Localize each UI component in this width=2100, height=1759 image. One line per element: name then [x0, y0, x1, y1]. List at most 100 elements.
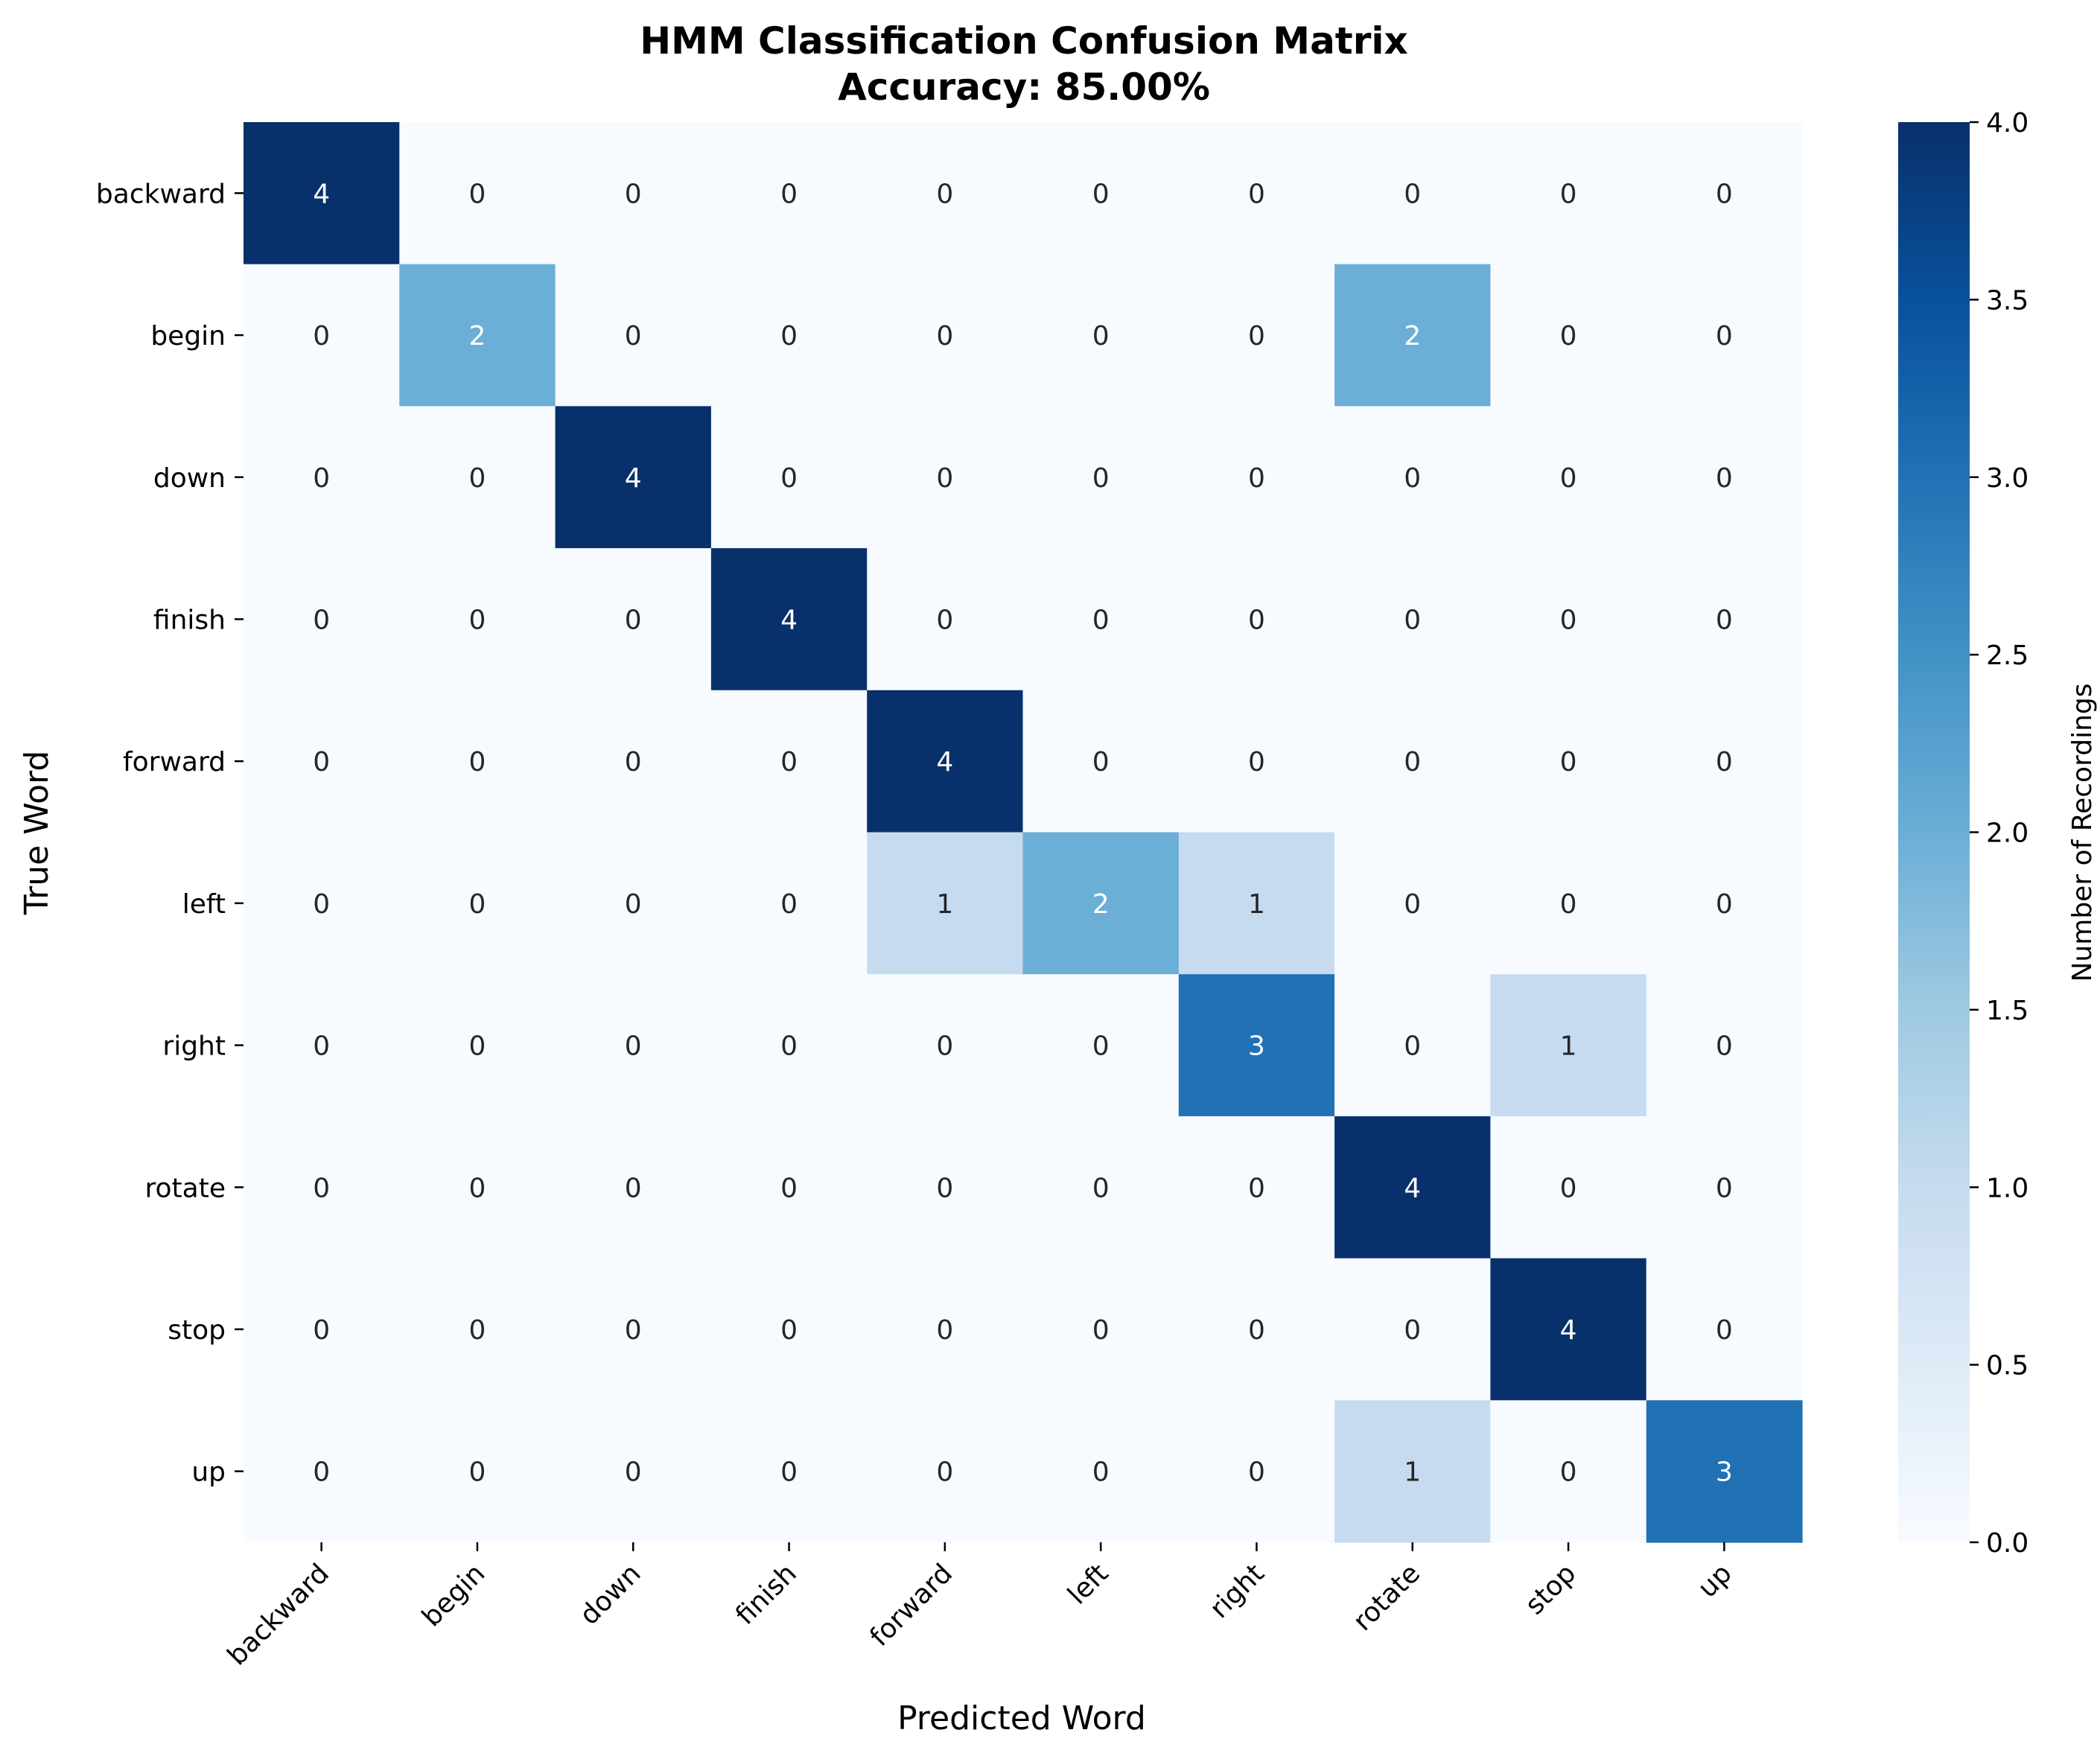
cell-value-label: 0	[1716, 321, 1733, 352]
cell-value-label: 0	[1560, 747, 1577, 777]
heatmap-cell	[1022, 832, 1180, 975]
cell-value-label: 0	[468, 1457, 486, 1488]
cell-value-label: 0	[468, 889, 486, 920]
heatmap-cell	[244, 974, 400, 1117]
heatmap-cell-labels: 4 0 0 0 0 0 0 0 0 0 0 2 0 0 0 0 0 2 0 0 0 0 4 0 0 0 0 0 0 0 0 0 0 4 0 0 0 0 0 0…	[313, 179, 1733, 1487]
chart-title: HMM Classification Confusion Matrix	[640, 19, 1408, 63]
heatmap-cell	[1022, 690, 1180, 833]
heatmap-cell	[1334, 832, 1491, 975]
heatmap-cell	[555, 406, 712, 549]
colorbar-tick-label: 3.0	[1986, 463, 2029, 494]
cell-value-label: 0	[1560, 179, 1577, 209]
colorbar-tick-label: 2.5	[1986, 640, 2029, 671]
heatmap-cell	[867, 1116, 1024, 1259]
heatmap-cell	[1490, 406, 1647, 549]
heatmap-cell	[867, 1400, 1024, 1543]
heatmap-cell	[867, 548, 1024, 691]
cell-value-label: 3	[1716, 1457, 1733, 1488]
heatmap-cell	[244, 122, 400, 265]
y-axis-label: True Word	[18, 751, 56, 916]
colorbar-ticks: 0.0 0.5 1.0 1.5 2.0 2.5 3.0 3.5 4.0	[1970, 108, 2029, 1559]
cell-value-label: 0	[936, 1031, 953, 1062]
heatmap-cell	[1490, 974, 1647, 1117]
heatmap-cell	[710, 264, 868, 407]
heatmap-cell	[1022, 1116, 1180, 1259]
colorbar-tick-label: 1.0	[1986, 1173, 2029, 1203]
heatmap-cell	[1646, 832, 1803, 975]
cell-value-label: 0	[780, 1457, 798, 1488]
heatmap-cell	[555, 548, 712, 691]
cell-value-label: 0	[1404, 179, 1421, 209]
cell-value-label: 0	[625, 321, 642, 352]
heatmap-cell	[1490, 548, 1647, 691]
heatmap-cell	[1022, 122, 1180, 265]
heatmap-cell	[555, 832, 712, 975]
cell-value-label: 4	[936, 747, 953, 777]
heatmap-cell	[1646, 548, 1803, 691]
heatmap-cell	[710, 1400, 868, 1543]
heatmap-cell	[710, 406, 868, 549]
heatmap-cell	[399, 974, 556, 1117]
heatmap-cell	[1334, 1400, 1491, 1543]
heatmap-cell	[244, 1400, 400, 1543]
chart-subtitle: Accuracy: 85.00%	[838, 66, 1210, 109]
heatmap-cell	[1646, 1400, 1803, 1543]
cell-value-label: 0	[780, 1315, 798, 1346]
heatmap-cell	[1490, 1258, 1647, 1401]
cell-value-label: 0	[468, 605, 486, 635]
cell-value-label: 0	[1560, 1173, 1577, 1203]
y-tick-label: down	[153, 463, 226, 494]
heatmap-cell	[555, 690, 712, 833]
y-tick-label: up	[191, 1457, 226, 1488]
heatmap-cell	[399, 690, 556, 833]
cell-value-label: 0	[780, 889, 798, 920]
heatmap-cell	[1334, 406, 1491, 549]
heatmap-cell	[244, 1258, 400, 1401]
cell-value-label: 0	[468, 463, 486, 494]
cell-value-label: 0	[468, 747, 486, 777]
cell-value-label: 0	[1404, 463, 1421, 494]
cell-value-label: 0	[1092, 1173, 1110, 1203]
colorbar-tick-label: 3.5	[1986, 285, 2029, 316]
cell-value-label: 0	[936, 321, 953, 352]
heatmap-cell	[399, 122, 556, 265]
cell-value-label: 0	[313, 463, 330, 494]
heatmap-cell	[555, 1400, 712, 1543]
heatmap-cell	[710, 548, 868, 691]
heatmap-cell	[1646, 1258, 1803, 1401]
cell-value-label: 0	[780, 747, 798, 777]
heatmap-cell	[1490, 832, 1647, 975]
cell-value-label: 0	[1248, 179, 1265, 209]
y-tick-label: forward	[123, 747, 226, 777]
cell-value-label: 0	[313, 1457, 330, 1488]
heatmap-cell	[867, 974, 1024, 1117]
cell-value-label: 0	[1404, 1315, 1421, 1346]
cell-value-label: 4	[313, 179, 330, 209]
heatmap-cells	[244, 122, 1803, 1543]
colorbar-tick-label: 2.0	[1986, 818, 2029, 849]
y-tick-label: backward	[96, 179, 226, 209]
x-tick-label: up	[1692, 1558, 1737, 1603]
cell-value-label: 0	[1404, 889, 1421, 920]
heatmap-cell	[710, 690, 868, 833]
heatmap-cell	[1178, 264, 1335, 407]
y-tick-label: stop	[168, 1315, 226, 1346]
heatmap-cell	[399, 1258, 556, 1401]
heatmap-cell	[555, 974, 712, 1117]
cell-value-label: 0	[1092, 747, 1110, 777]
heatmap-cell	[399, 406, 556, 549]
x-axis-label: Predicted Word	[897, 1699, 1146, 1737]
heatmap-cell	[1178, 122, 1335, 265]
cell-value-label: 0	[936, 605, 953, 635]
cell-value-label: 0	[313, 1031, 330, 1062]
heatmap-cell	[555, 1116, 712, 1259]
heatmap-cell	[244, 548, 400, 691]
cell-value-label: 4	[1560, 1315, 1577, 1346]
cell-value-label: 4	[625, 463, 642, 494]
heatmap-cell	[1646, 122, 1803, 265]
y-tick-label: left	[182, 889, 226, 920]
heatmap-cell	[867, 1258, 1024, 1401]
heatmap-cell	[1178, 690, 1335, 833]
cell-value-label: 0	[625, 605, 642, 635]
